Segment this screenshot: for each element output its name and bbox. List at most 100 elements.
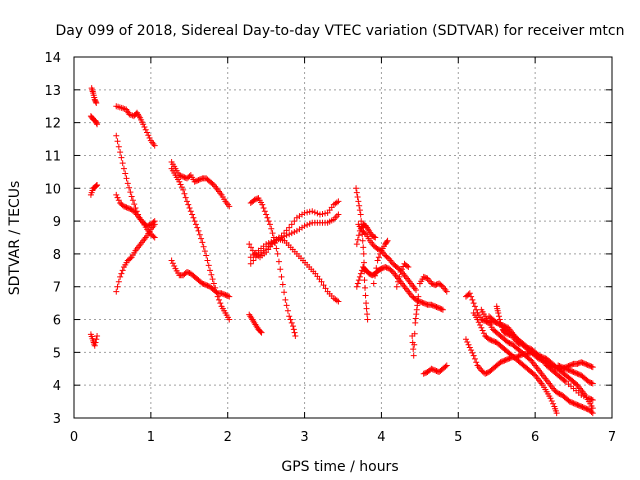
data-point [496,313,503,320]
data-point [268,225,275,232]
data-point [113,132,120,139]
data-point [275,258,282,265]
data-point [226,316,233,323]
data-point [482,370,489,377]
data-point [286,231,293,238]
series-arc-29 [478,306,596,417]
data-point [473,306,480,313]
data-point [471,303,478,310]
data-point [469,296,476,303]
data-point [263,211,270,218]
data-point [464,338,471,345]
data-point [375,246,382,253]
data-point [278,273,285,280]
data-point [316,211,323,218]
data-point [587,363,594,370]
data-point [478,324,485,331]
data-point [575,360,582,367]
data-point [129,197,136,204]
series-arc-7 [113,191,158,230]
data-point [580,360,587,367]
data-point [335,298,342,305]
data-point [218,290,225,297]
y-tick-labels: 3 4 5 6 7 8 9 10 11 12 13 14 [44,51,61,427]
data-point [465,341,472,348]
data-point [515,340,522,347]
series-arc-21 [370,237,391,287]
data-point [573,401,580,408]
data-point [93,99,100,106]
series-arc-8 [113,221,158,295]
data-point [180,186,187,193]
data-point [576,402,583,409]
data-point [364,311,371,318]
series-arc-28 [470,309,560,417]
series-arc-3 [87,181,101,198]
data-point [479,327,486,334]
data-point [151,221,158,228]
data-point [263,241,270,248]
data-point [374,245,381,252]
plot-frame [73,56,613,419]
data-point [584,361,591,368]
data-point [176,178,183,185]
series-arc-5 [113,103,158,149]
data-point [568,361,575,368]
x-tick-label: 5 [454,430,462,445]
data-point [421,370,428,377]
data-point [580,404,587,411]
data-point [335,198,342,205]
data-point [503,356,510,363]
data-point [421,300,428,307]
data-point [117,273,124,280]
x-tick-label: 4 [377,430,385,445]
data-point [251,196,258,203]
data-point [438,282,445,289]
series-arc-1 [88,85,100,106]
data-point [589,396,596,403]
data-point [470,300,477,307]
data-point [273,245,280,252]
data-point [582,360,589,367]
data-point [547,395,554,402]
data-point [362,284,369,291]
data-point [555,362,562,369]
data-point [118,154,125,161]
data-point [384,237,391,244]
data-point [496,316,503,323]
data-point [570,400,577,407]
data-point [466,344,473,351]
data-point [357,211,364,218]
data-point [200,243,207,250]
data-point [505,339,512,346]
data-point [412,315,419,322]
data-point [414,302,421,309]
data-point [123,204,130,211]
data-point [192,221,199,228]
data-point [364,316,371,323]
data-point [322,285,329,292]
y-tick-label: 14 [44,51,61,66]
data-point [122,203,129,210]
y-tick-label: 8 [53,248,61,263]
data-point [204,282,211,289]
data-point [248,244,255,251]
data-point [373,265,380,272]
data-point [128,193,135,200]
data-point [292,332,299,339]
data-point [579,404,586,411]
data-point [479,317,486,324]
data-point [361,277,368,284]
data-point [304,221,311,228]
data-point [420,300,427,307]
series-arc-14 [247,195,299,339]
data-point [363,300,370,307]
data-point [568,399,575,406]
x-tick-label: 7 [608,430,616,445]
data-point [566,367,573,374]
data-point [194,177,201,184]
data-point [249,247,256,254]
data-point [93,182,100,189]
data-point [582,405,589,412]
data-point [222,291,229,298]
